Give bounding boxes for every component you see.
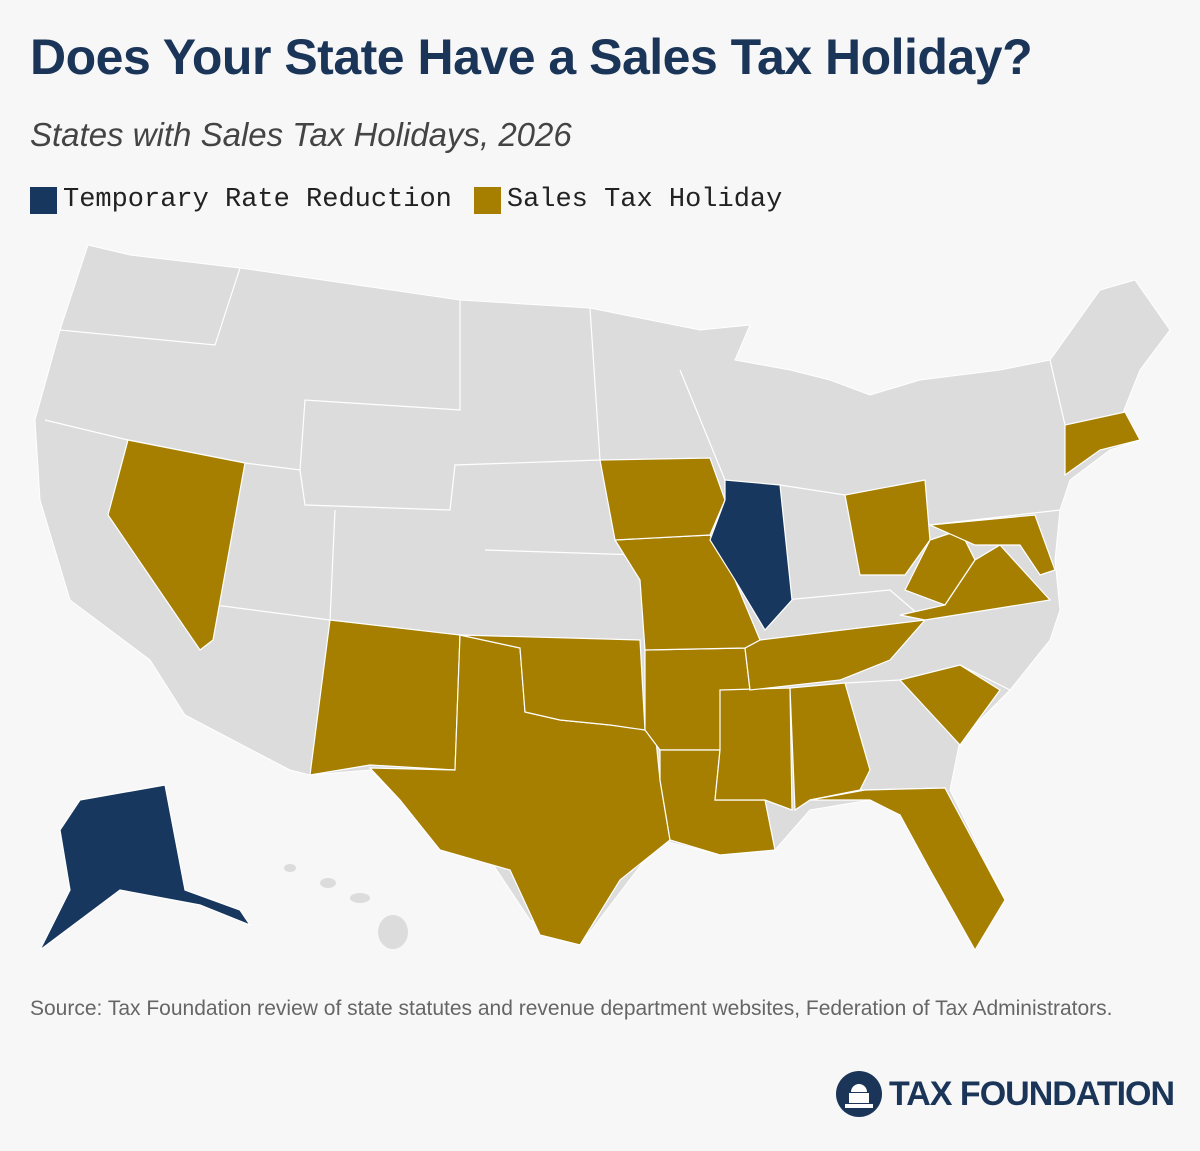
state [899,544,1052,621]
state [709,479,793,632]
state [309,619,461,776]
state [599,457,726,541]
source-note: Source: Tax Foundation review of state s… [30,997,1113,1020]
state [898,664,1001,746]
state [107,439,246,651]
state [39,784,252,951]
state [459,634,646,731]
legend-item: Sales Tax Holiday [473,185,783,215]
title: Does Your State Have a Sales Tax Holiday… [30,29,1033,85]
state-borders [44,267,1066,791]
legend-label: Temporary Rate Reduction [63,185,452,215]
subtitle: States with Sales Tax Holidays, 2026 [30,116,572,153]
state [927,514,1056,576]
legend-item: Temporary Rate Reduction [30,185,452,215]
state [809,787,1006,952]
hawaii [284,864,408,949]
legend-label: Sales Tax Holiday [506,185,783,215]
state [1064,411,1141,477]
state [714,687,793,811]
legend-swatch [473,186,501,214]
logo: TAX FOUNDATION [835,1070,1175,1118]
logo-text: TAX FOUNDATION [889,1074,1175,1113]
state [844,479,931,576]
state [789,682,871,812]
logo-icon [836,1071,882,1117]
legend: Temporary Rate Reduction Sales Tax Holida… [30,185,782,215]
legend-swatch [30,186,57,214]
